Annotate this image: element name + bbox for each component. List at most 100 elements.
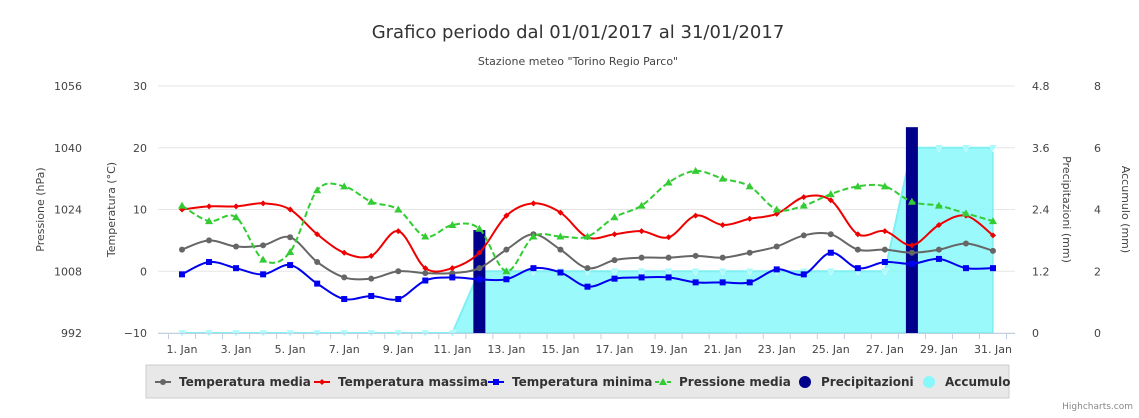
x-tick-label: 9. Jan bbox=[383, 343, 414, 356]
legend-item-accumulo[interactable]: Accumulo bbox=[923, 375, 1010, 389]
legend-label: Temperatura massima bbox=[338, 375, 488, 389]
data-point bbox=[962, 265, 969, 272]
data-point bbox=[908, 260, 915, 267]
data-point bbox=[260, 242, 267, 249]
data-point bbox=[395, 268, 402, 275]
data-point bbox=[638, 254, 645, 261]
data-point bbox=[637, 201, 646, 209]
y-tick-label-accumulation: 6 bbox=[1094, 142, 1101, 155]
accumulation-point bbox=[664, 268, 674, 276]
data-point bbox=[503, 246, 510, 253]
data-point bbox=[179, 271, 185, 278]
data-point bbox=[800, 232, 807, 239]
data-point bbox=[476, 249, 483, 256]
data-point bbox=[638, 228, 645, 235]
y-tick-label-pressure: 1056 bbox=[54, 80, 82, 93]
data-point bbox=[665, 274, 672, 281]
y-tick-label-precipitation: 3.6 bbox=[1032, 142, 1050, 155]
data-point bbox=[341, 296, 348, 303]
data-point bbox=[719, 279, 726, 286]
y-tick-label-precipitation: 2.4 bbox=[1032, 204, 1050, 217]
x-tick-label: 17. Jan bbox=[596, 343, 634, 356]
data-point bbox=[799, 201, 808, 209]
data-point bbox=[557, 246, 564, 253]
legend-symbol bbox=[799, 376, 811, 388]
data-point bbox=[990, 232, 996, 239]
x-tick-label: 31. Jan bbox=[974, 343, 1012, 356]
chart-title: Grafico periodo dal 01/01/2017 al 31/01/… bbox=[372, 22, 785, 43]
accumulation-point bbox=[988, 144, 998, 153]
legend-symbol bbox=[923, 376, 935, 388]
x-tick-label: 1. Jan bbox=[167, 343, 198, 356]
data-point bbox=[772, 205, 781, 213]
data-point bbox=[395, 228, 402, 235]
data-point bbox=[907, 197, 916, 205]
data-point bbox=[206, 258, 213, 265]
data-point bbox=[827, 197, 834, 204]
data-point bbox=[287, 262, 294, 269]
data-point bbox=[880, 182, 889, 190]
data-point bbox=[556, 232, 565, 240]
data-point bbox=[659, 378, 667, 385]
data-point bbox=[260, 200, 267, 207]
chart-subtitle: Stazione meteo "Torino Regio Parco" bbox=[478, 55, 678, 68]
data-point bbox=[584, 265, 591, 272]
y-axis-title-precipitation: Precipitazioni (mm) bbox=[1060, 156, 1073, 263]
y-tick-label-temperature: 20 bbox=[133, 142, 147, 155]
y-tick-label-precipitation: 4.8 bbox=[1032, 80, 1050, 93]
data-point bbox=[692, 212, 699, 219]
data-point bbox=[232, 213, 241, 221]
series-pressione-media bbox=[178, 166, 997, 275]
data-point bbox=[557, 209, 564, 216]
legend-box bbox=[145, 364, 1010, 399]
data-point bbox=[493, 379, 499, 385]
legend-label: Precipitazioni bbox=[821, 375, 914, 389]
data-point bbox=[908, 242, 915, 249]
data-point bbox=[367, 197, 376, 205]
data-point bbox=[719, 221, 726, 228]
credits[interactable]: Highcharts.com bbox=[1062, 402, 1133, 412]
data-point bbox=[881, 228, 888, 235]
x-tick-label: 25. Jan bbox=[812, 343, 850, 356]
data-point bbox=[314, 231, 321, 238]
data-point bbox=[745, 182, 754, 190]
legend-item-temperatura-massima[interactable]: Temperatura massima bbox=[314, 375, 488, 389]
x-tick-label: 7. Jan bbox=[329, 343, 360, 356]
data-point bbox=[206, 203, 213, 210]
data-point bbox=[718, 174, 727, 182]
data-point bbox=[827, 231, 834, 238]
data-point bbox=[260, 271, 267, 278]
x-tick-label: 5. Jan bbox=[275, 343, 306, 356]
data-point bbox=[340, 182, 349, 190]
data-point bbox=[746, 279, 753, 286]
x-tick-label: 27. Jan bbox=[866, 343, 904, 356]
data-point bbox=[368, 292, 375, 299]
data-point bbox=[800, 194, 807, 201]
data-point bbox=[368, 252, 375, 259]
data-point bbox=[341, 249, 348, 256]
data-point bbox=[205, 217, 214, 225]
data-point bbox=[476, 265, 483, 272]
data-point bbox=[503, 276, 510, 283]
data-point bbox=[934, 201, 943, 209]
data-point bbox=[395, 296, 402, 303]
data-point bbox=[233, 265, 240, 272]
data-point bbox=[908, 249, 915, 256]
legend-item-pressione-media[interactable]: Pressione media bbox=[655, 375, 791, 389]
legend-label: Temperatura media bbox=[179, 375, 311, 389]
data-point bbox=[394, 205, 403, 213]
data-point bbox=[935, 255, 942, 262]
data-point bbox=[826, 190, 835, 198]
data-point bbox=[583, 232, 592, 240]
accumulation-point bbox=[637, 268, 646, 276]
data-point bbox=[503, 212, 510, 219]
data-point bbox=[665, 234, 672, 241]
legend-item-precipitazioni[interactable]: Precipitazioni bbox=[799, 375, 914, 389]
data-point bbox=[990, 265, 996, 272]
y-tick-label-temperature: 0 bbox=[140, 265, 147, 278]
data-point bbox=[422, 277, 429, 284]
legend-item-temperatura-media[interactable]: Temperatura media bbox=[155, 375, 311, 389]
data-point bbox=[179, 246, 185, 253]
legend-item-temperatura-minima[interactable]: Temperatura minima bbox=[488, 375, 652, 389]
